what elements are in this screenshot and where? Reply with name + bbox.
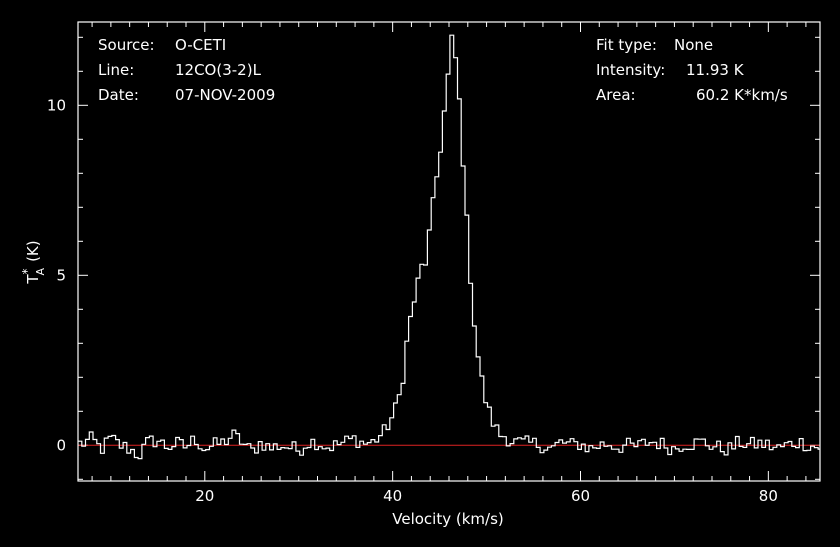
svg-text:T*A(K): T*A (K) xyxy=(20,240,47,284)
y-axis-label-unit: (K) xyxy=(24,240,42,262)
y-tick-label: 0 xyxy=(56,436,66,454)
tick-labels: 20 40 60 80 0 5 10 xyxy=(47,96,778,505)
info-block-left: Source: O-CETI Line: 12CO(3-2)L Date: 07… xyxy=(98,36,275,104)
info-area-key: Area: xyxy=(596,86,636,104)
info-date-value: 07-NOV-2009 xyxy=(175,86,275,104)
info-intensity-key: Intensity: xyxy=(596,61,665,79)
info-source-value: O-CETI xyxy=(175,36,226,54)
y-axis-label-sup: * xyxy=(20,268,34,274)
info-source-key: Source: xyxy=(98,36,155,54)
x-tick-label: 80 xyxy=(759,487,778,505)
info-line-value: 12CO(3-2)L xyxy=(175,61,262,79)
x-tick-label: 40 xyxy=(383,487,402,505)
spectrum-line xyxy=(78,34,820,460)
info-intensity-value: 11.93 K xyxy=(686,61,745,79)
plot-frame xyxy=(77,21,821,482)
y-tick-label: 10 xyxy=(47,96,66,114)
info-fit-key: Fit type: xyxy=(596,36,657,54)
y-axis-label-sub: A xyxy=(34,267,47,275)
y-axis-label-main: T xyxy=(24,274,42,285)
x-axis-label: Velocity (km/s) xyxy=(392,510,503,528)
y-tick-label: 5 xyxy=(56,266,66,284)
x-tick-label: 20 xyxy=(195,487,214,505)
info-fit-value: None xyxy=(674,36,713,54)
info-area-value: 60.2 K*km/s xyxy=(696,86,788,104)
info-block-right: Fit type: None Intensity: 11.93 K Area: … xyxy=(596,36,788,104)
info-date-key: Date: xyxy=(98,86,139,104)
info-line-key: Line: xyxy=(98,61,134,79)
x-tick-label: 60 xyxy=(571,487,590,505)
y-axis-label: T*A (K) xyxy=(20,240,47,284)
